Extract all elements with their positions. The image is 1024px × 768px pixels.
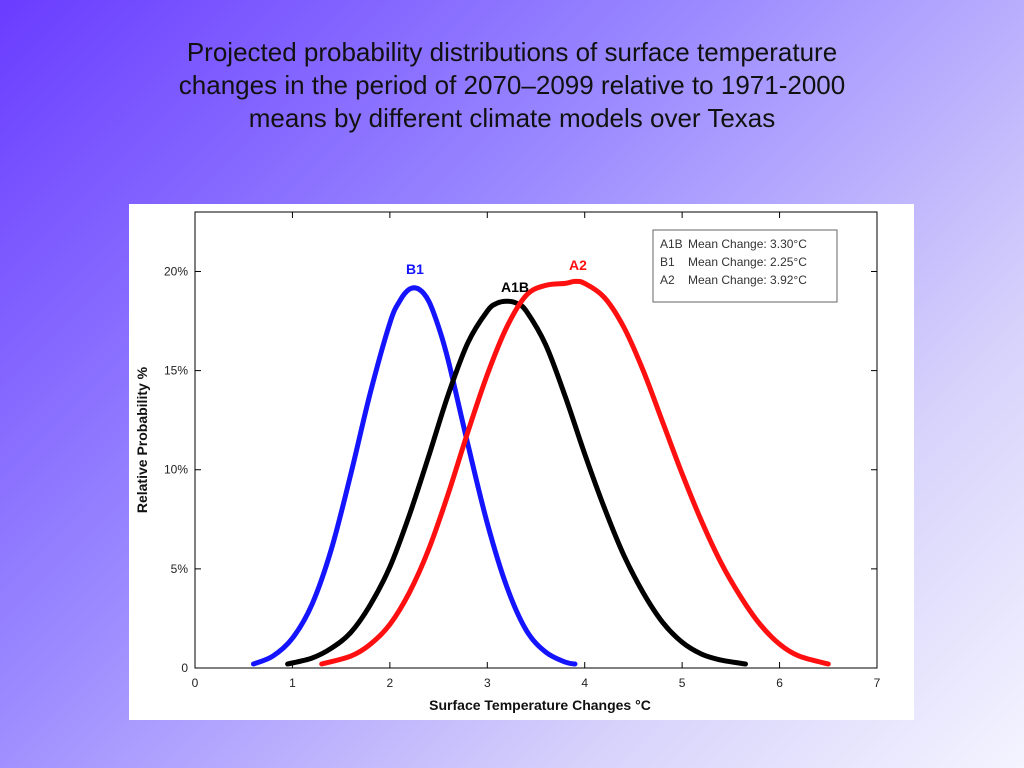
legend-text-a1b: Mean Change: 3.30°C [688,237,807,251]
slide-title-line-3: means by different climate models over T… [248,103,776,133]
x-tick-label: 7 [874,676,881,690]
legend-text-a2: Mean Change: 3.92°C [688,273,807,287]
x-tick-label: 5 [679,676,686,690]
series-label-a2: A2 [569,257,587,273]
legend-frame [652,229,838,303]
x-axis-title: Surface Temperature Changes °C [429,697,651,713]
axis-layer: 0 1 2 3 4 5 6 7 0 5% 10% 15% 20% [164,212,881,690]
x-tick-label: 6 [776,676,783,690]
slide-title-line-1: Projected probability distributions of s… [186,37,838,67]
y-tick-label: 15% [164,364,188,378]
y-tick-label: 10% [164,463,188,477]
y-tick-label: 20% [164,264,188,278]
legend-label-a1b: A1B [660,237,683,251]
plot-frame [194,211,878,669]
series-label-b1: B1 [406,261,424,277]
y-tick-label: 0 [181,661,188,675]
x-tick-label: 3 [484,676,491,690]
series-layer [251,278,831,667]
legend-label-b1: B1 [660,255,675,269]
legend-label-a2: A2 [660,273,675,287]
legend-box: A1B Mean Change: 3.30°C B1 Mean Change: … [652,229,838,303]
x-tick-label: 1 [289,676,296,690]
series-label-a1b: A1B [501,279,529,295]
x-tick-label: 2 [387,676,394,690]
series-line-b1 [251,285,578,667]
legend-text-b1: Mean Change: 2.25°C [688,255,807,269]
slide-title: Projected probability distributions of s… [40,36,984,135]
series-line-a1b [285,298,748,667]
chart-panel: 0 1 2 3 4 5 6 7 0 5% 10% 15% 20% B1 A1B A2 A1B Mean … [129,204,914,720]
probability-chart: 0 1 2 3 4 5 6 7 0 5% 10% 15% 20% B1 A1B A2 A1B Mean … [134,211,881,713]
y-axis-title: Relative Probability % [134,366,150,513]
x-tick-label: 4 [581,676,588,690]
slide-title-line-2: changes in the period of 2070–2099 relat… [178,70,846,100]
series-line-a2 [319,278,831,667]
x-tick-label: 0 [192,676,199,690]
y-tick-label: 5% [171,562,189,576]
